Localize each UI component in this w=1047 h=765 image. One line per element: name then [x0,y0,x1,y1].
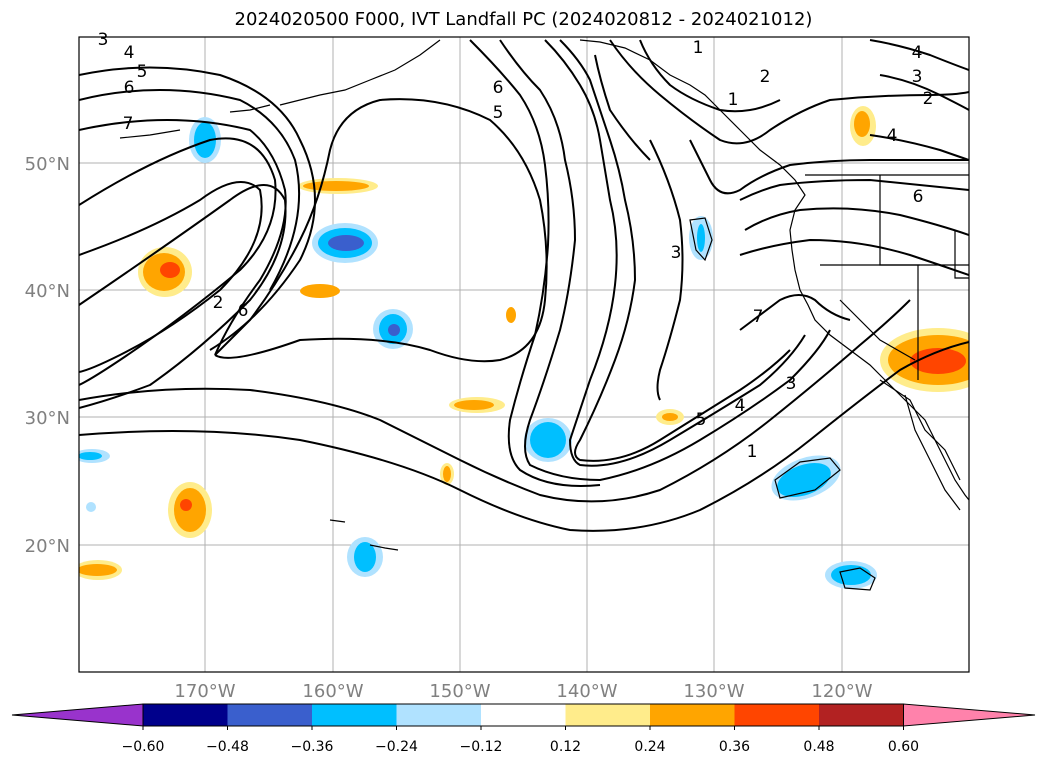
contour-label: 4 [735,396,746,416]
lon-label: 140°W [556,681,617,702]
anomaly-blob [443,466,451,482]
contour-label: 4 [124,43,135,63]
colorbar-extend-right [903,703,1036,727]
contour-label: 1 [693,38,704,58]
colorbar-tick-label: −0.48 [206,739,249,755]
anomaly-blob [831,565,871,585]
anomaly-blob [854,111,870,137]
coastlines [119,39,969,591]
colorbar-tick-label: −0.24 [375,739,418,755]
anomaly-blob [180,499,192,511]
contour-label: 3 [786,374,797,394]
contour-label: 5 [493,103,504,123]
anomaly-blob [662,413,678,421]
anomaly-blob [86,502,96,512]
colorbar-ticks: −0.60 −0.48 −0.36 −0.24 −0.12 0.12 0.24 0.36 0.4… [122,726,919,755]
map-frame [78,36,970,673]
anomaly-blob [697,224,705,252]
lon-label: 170°W [174,681,235,702]
anomaly-blob [910,348,966,374]
colorbar-tick-label: 0.24 [634,739,665,755]
anomaly-blob [530,422,566,458]
map-background [79,37,969,672]
colorbar-segment [734,704,819,726]
colorbar-segment [650,704,735,726]
colorbar-segment [227,704,312,726]
contour-label: 5 [137,62,148,82]
colorbar-segment [565,704,650,726]
anomaly-blob [300,284,340,298]
anomaly-blob [454,400,494,410]
contour-label: 4 [887,126,898,146]
latitude-labels: 50°N 40°N 30°N 20°N [25,154,70,557]
lon-label: 160°W [302,681,363,702]
colorbar-tick-label: 0.12 [550,739,581,755]
contour-label: 4 [912,43,923,63]
colorbar-tick-label: 0.36 [719,739,750,755]
contour-lines [79,39,969,532]
lat-label: 50°N [25,154,70,175]
lon-label: 120°W [811,681,872,702]
contour-label: 1 [728,90,739,110]
contour-label: 6 [238,301,249,321]
contour-label: 6 [124,78,135,98]
anomaly-blob [388,324,400,336]
contour-label: 3 [671,243,682,263]
colorbar-tick-label: −0.12 [460,739,503,755]
contour-label: 1 [747,442,758,462]
anomaly-blob [79,564,117,576]
contour-label: 3 [912,67,923,87]
contour-label: 2 [923,89,934,109]
contour-label: 2 [760,67,771,87]
colorbar-segment [312,704,397,726]
longitude-labels: 170°W 160°W 150°W 140°W 130°W 120°W [174,681,872,702]
anomaly-blob [194,122,216,158]
lat-label: 20°N [25,536,70,557]
shaded-anomalies [79,106,969,589]
colorbar-tick-label: −0.36 [291,739,334,755]
colorbar [11,703,1036,727]
colorbar-segment [819,704,904,726]
anomaly-blob [328,235,364,251]
contour-label: 6 [913,187,924,207]
colorbar-frame [142,703,904,727]
anomaly-blob [160,262,180,278]
anomaly-blob [354,542,376,572]
colorbar-tick-label: 0.60 [888,739,919,755]
contour-label: 6 [493,78,504,98]
colorbar-segment [481,704,566,726]
colorbar-tick-label: −0.60 [122,739,165,755]
colorbar-segment [396,704,481,726]
map-title: 2024020500 F000, IVT Landfall PC (202402… [234,9,813,30]
anomaly-blob [79,452,102,460]
contour-label: 2 [213,293,224,313]
contour-label: 7 [123,114,134,134]
lon-label: 150°W [429,681,490,702]
lat-label: 30°N [25,408,70,429]
colorbar-segment [143,704,228,726]
contour-label: 3 [98,30,109,50]
colorbar-tick-label: 0.48 [803,739,834,755]
contour-label: 7 [753,307,764,327]
anomaly-blob [506,307,516,323]
lat-label: 40°N [25,281,70,302]
anomaly-blob [174,488,206,532]
contour-labels: 3 4 5 6 7 6 5 1 4 3 2 4 2 1 6 3 2 6 7 3 … [98,30,934,462]
colorbar-extend-left [11,703,144,727]
lon-label: 130°W [683,681,744,702]
contour-label: 5 [696,410,707,430]
